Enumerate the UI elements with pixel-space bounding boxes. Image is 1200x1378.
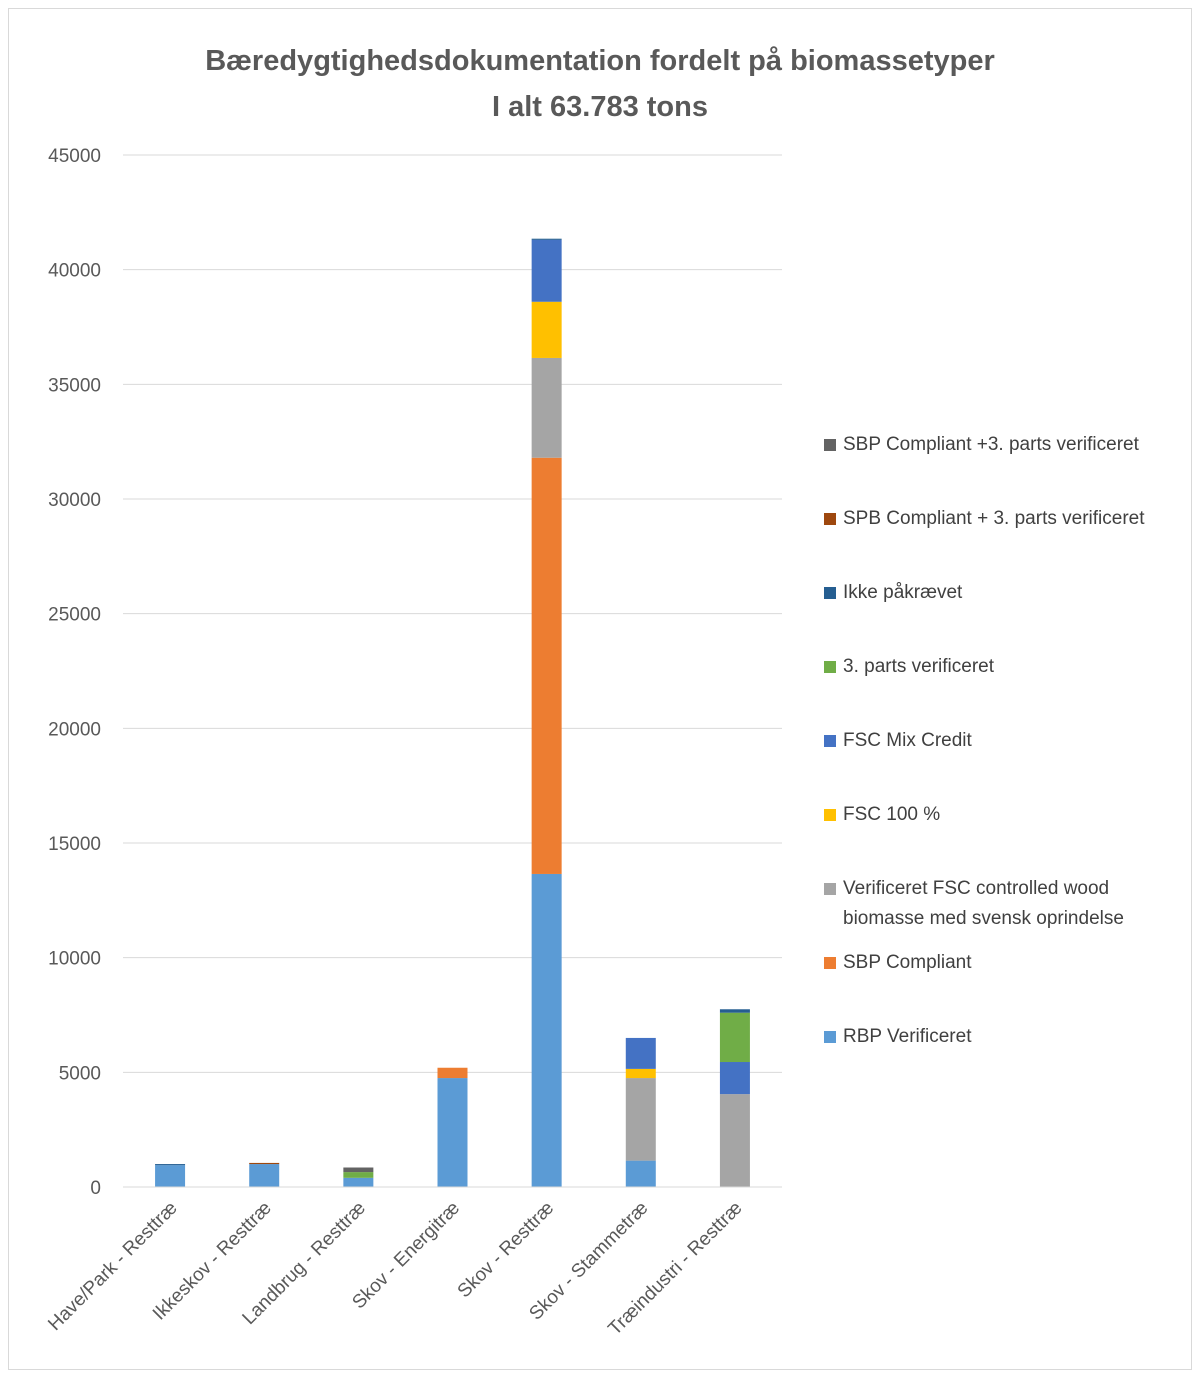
bar-segment (531, 457, 562, 874)
legend-item: Ikke påkrævet (824, 578, 1193, 608)
chart-title-block: Bæredygtighedsdokumentation fordelt på b… (0, 38, 1200, 130)
bar-segment (625, 1068, 656, 1079)
legend-item: Verificeret FSC controlled wood biomasse… (824, 874, 1193, 934)
bar-segment (249, 1164, 280, 1187)
bar-segment (437, 1067, 468, 1079)
bar-segment (343, 1167, 374, 1173)
bar-segment (625, 1160, 656, 1187)
legend-label: 3. parts verificeret (843, 656, 994, 677)
legend-item: 3. parts verificeret (824, 652, 1193, 682)
legend-label: SPB Compliant + 3. parts verificeret (843, 508, 1145, 529)
legend-label: Ikke påkrævet (843, 582, 963, 603)
bar-segment (155, 1164, 186, 1166)
y-tick-label: 5000 (59, 1063, 101, 1084)
chart-title: Bæredygtighedsdokumentation fordelt på b… (205, 45, 995, 77)
bar-segment (531, 357, 562, 458)
legend-label: FSC Mix Credit (843, 730, 972, 751)
bar-segment (343, 1177, 374, 1187)
legend-swatch (824, 735, 836, 747)
bar-segment (625, 1078, 656, 1161)
bar-segment (249, 1162, 280, 1165)
legend-label: FSC 100 % (843, 804, 941, 825)
bar-segment (531, 238, 562, 240)
legend-label: RBP Verificeret (843, 1026, 972, 1047)
legend-swatch (824, 513, 836, 525)
chart-frame (8, 8, 1192, 1370)
bar-segment (719, 1094, 750, 1187)
chart-subtitle: I alt 63.783 tons (492, 91, 708, 123)
legend-item: FSC 100 % (824, 800, 1193, 830)
bar-segment (155, 1165, 186, 1187)
bar-segment (343, 1172, 374, 1178)
legend-swatch (824, 439, 836, 451)
legend-label: SBP Compliant (843, 952, 972, 973)
bar-segment (625, 1037, 656, 1069)
y-tick-label: 25000 (48, 605, 101, 626)
legend-swatch (824, 587, 836, 599)
y-tick-label: 10000 (48, 949, 101, 970)
y-tick-label: 35000 (48, 375, 101, 396)
bar-segment (531, 873, 562, 1187)
y-tick-label: 0 (90, 1178, 101, 1199)
bar-segment (531, 301, 562, 358)
legend-swatch (824, 809, 836, 821)
legend-item: RBP Verificeret (824, 1022, 1193, 1052)
bar-segment (531, 239, 562, 302)
legend-item: SBP Compliant +3. parts verificeret (824, 430, 1193, 460)
y-tick-label: 20000 (48, 719, 101, 740)
y-tick-label: 15000 (48, 834, 101, 855)
legend-swatch (824, 883, 836, 895)
bar-segment (437, 1078, 468, 1187)
legend-item: FSC Mix Credit (824, 726, 1193, 756)
legend-label: Verificeret FSC controlled wood biomasse… (843, 878, 1124, 929)
bar-segment (719, 1009, 750, 1013)
legend-label: SBP Compliant +3. parts verificeret (843, 434, 1139, 455)
legend-swatch (824, 661, 836, 673)
y-tick-label: 40000 (48, 261, 101, 282)
legend-item: SPB Compliant + 3. parts verificeret (824, 504, 1193, 534)
legend-item: SBP Compliant (824, 948, 1193, 978)
legend-swatch (824, 1031, 836, 1043)
bar-segment (719, 1062, 750, 1095)
x-tick-label: Skov - Resttræ (454, 1198, 559, 1303)
legend-swatch (824, 957, 836, 969)
y-tick-label: 30000 (48, 490, 101, 511)
bar-segment (719, 1012, 750, 1063)
y-tick-label: 45000 (48, 146, 101, 167)
